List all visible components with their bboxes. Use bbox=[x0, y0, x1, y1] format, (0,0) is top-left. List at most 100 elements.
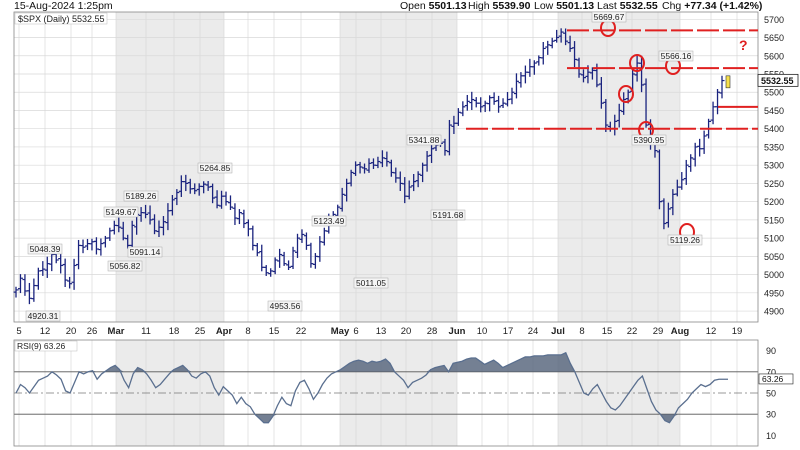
current-bar-marker bbox=[725, 75, 731, 89]
ohlc-bar bbox=[473, 97, 479, 108]
ohlc-bar bbox=[277, 248, 283, 268]
ohlc-bar bbox=[286, 260, 292, 270]
x-tick-label: 12 bbox=[706, 326, 717, 337]
ohlc-bar bbox=[518, 72, 524, 88]
ohlc-bar bbox=[411, 173, 417, 192]
highlight-circle bbox=[618, 85, 634, 103]
ohlc-bar bbox=[183, 174, 189, 192]
ohlc-bar bbox=[464, 94, 470, 111]
ohlc-bar bbox=[375, 156, 381, 169]
ohlc-bar bbox=[308, 242, 314, 268]
ohlc-bar bbox=[442, 138, 448, 156]
ohlc-bar bbox=[227, 195, 233, 210]
ohlc-bar bbox=[455, 108, 461, 126]
ohlc-bar bbox=[321, 227, 327, 246]
x-tick-label: 22 bbox=[627, 326, 638, 337]
annotation-box bbox=[311, 215, 347, 227]
ohlc-bar bbox=[697, 138, 703, 157]
ohlc-bar bbox=[236, 209, 242, 225]
ohlc-bar bbox=[116, 217, 122, 233]
ohlc-bar bbox=[259, 244, 265, 272]
ohlc-bar bbox=[93, 237, 99, 255]
ohlc-bar bbox=[545, 40, 551, 55]
ohlc-bar bbox=[254, 243, 260, 257]
ohlc-bar bbox=[683, 159, 689, 185]
x-tick-label: 8 bbox=[579, 326, 584, 337]
x-tick-label: 22 bbox=[296, 326, 307, 337]
price-annotation: 5264.85 bbox=[197, 162, 233, 174]
ohlc-bar bbox=[13, 286, 19, 298]
ohlc-bar bbox=[192, 183, 198, 195]
ohlc-bar bbox=[679, 172, 685, 190]
price-title: $SPX (Daily) 5532.55 bbox=[18, 14, 105, 24]
ohlc-bar bbox=[513, 73, 519, 99]
ohlc-bar bbox=[299, 229, 305, 243]
annotation-box bbox=[197, 162, 233, 174]
ohlc-bar bbox=[500, 98, 506, 108]
rsi-last-label: 63.26 bbox=[762, 374, 784, 384]
annotation-label: 5048.39 bbox=[30, 244, 61, 254]
annotation-box bbox=[353, 277, 389, 289]
ohlc-bar bbox=[509, 87, 515, 105]
price-annotation: 5341.88 bbox=[406, 134, 442, 146]
ohlc-bar bbox=[415, 171, 421, 188]
ohlc-bar bbox=[384, 151, 390, 167]
ohlc-bar bbox=[563, 28, 569, 46]
ohlc-bar bbox=[505, 91, 511, 107]
ohlc-bar bbox=[362, 163, 368, 174]
ohlc-bar bbox=[496, 95, 502, 113]
ohlc-bar bbox=[89, 238, 95, 251]
ohlc-bar bbox=[429, 145, 435, 163]
y-tick-label: 5500 bbox=[764, 88, 784, 98]
ohlc-bar bbox=[460, 101, 466, 117]
x-tick-label: Mar bbox=[108, 326, 125, 337]
x-tick-label: 5 bbox=[16, 326, 21, 337]
x-tick-label: 24 bbox=[528, 326, 539, 337]
x-tick-label: 28 bbox=[427, 326, 438, 337]
price-annotation: 5048.39 bbox=[27, 243, 63, 255]
ohlc-bar bbox=[639, 55, 645, 93]
price-annotation: 5149.67 bbox=[103, 206, 139, 218]
x-tick-label: 25 bbox=[195, 326, 206, 337]
ohlc-bar bbox=[540, 42, 546, 65]
ohlc-bar bbox=[688, 154, 694, 172]
price-title-box: $SPX (Daily) 5532.55 bbox=[14, 12, 108, 25]
ohlc-bar bbox=[174, 189, 180, 206]
last-price-box bbox=[757, 73, 799, 87]
price-annotation: 5119.26 bbox=[667, 234, 703, 246]
annotation-label: 5341.88 bbox=[409, 135, 440, 145]
price-annotation: 5191.68 bbox=[430, 209, 466, 221]
header-chg: Chg +77.34 (+1.42%) bbox=[662, 0, 763, 12]
ohlc-bar bbox=[567, 35, 573, 52]
rsi-y-tick-label: 50 bbox=[766, 389, 776, 399]
x-tick-label: Apr bbox=[216, 326, 233, 337]
annotation-label: 5264.85 bbox=[200, 163, 231, 173]
ohlc-bar bbox=[40, 261, 46, 276]
ohlc-bar bbox=[214, 190, 220, 209]
annotation-box bbox=[25, 310, 61, 322]
annotation-box bbox=[406, 134, 442, 146]
ohlc-bar bbox=[491, 92, 497, 105]
annotation-label: 5189.26 bbox=[126, 191, 157, 201]
ohlc-bar bbox=[58, 253, 64, 274]
ohlc-bar bbox=[160, 216, 166, 236]
annotation-label: 4920.31 bbox=[28, 311, 59, 321]
ohlc-bar bbox=[478, 97, 484, 113]
title-box bbox=[14, 12, 108, 25]
x-tick-label: 15 bbox=[602, 326, 613, 337]
ohlc-bar bbox=[201, 181, 207, 194]
title-box bbox=[14, 340, 78, 352]
header-low: Low 5501.13 bbox=[534, 0, 595, 12]
rsi-last-box bbox=[758, 373, 794, 385]
price-annotation: 5011.05 bbox=[353, 277, 389, 289]
ohlc-bar bbox=[152, 214, 158, 235]
x-tick-label: 20 bbox=[66, 326, 77, 337]
ohlc-bar bbox=[107, 227, 113, 241]
ohlc-bar bbox=[339, 187, 345, 212]
ohlc-bar bbox=[317, 236, 323, 262]
y-tick-label: 5200 bbox=[764, 197, 784, 207]
y-tick-label: 5000 bbox=[764, 270, 784, 280]
header-high: High 5539.90 bbox=[468, 0, 531, 12]
